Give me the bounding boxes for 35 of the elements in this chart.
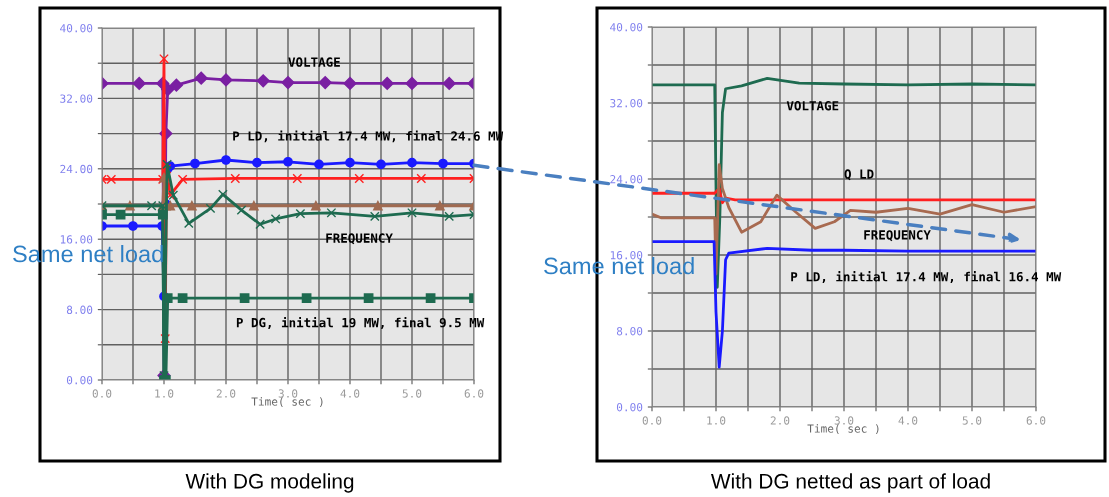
x-tick-label: 3.0 <box>278 389 298 398</box>
x-tick-label: 6.0 <box>1026 416 1046 425</box>
annotation: P LD, initial 17.4 MW, final 16.4 MW <box>791 271 1062 283</box>
annotation: P DG, initial 19 MW, final 9.5 MW <box>236 316 485 329</box>
x-tick-label: 4.0 <box>898 416 918 425</box>
y-tick-label: 0.00 <box>66 376 93 385</box>
y-tick-label: 8.00 <box>66 305 93 315</box>
x-axis-title: Time( sec ) <box>251 397 323 408</box>
x-tick-label: 6.0 <box>464 389 484 398</box>
x-tick-label: 0.0 <box>92 389 112 398</box>
x-tick-label: 4.0 <box>340 389 360 398</box>
y-tick-label: 24.00 <box>610 175 643 184</box>
text: With DG modeling <box>185 473 354 493</box>
x-tick-label: 0.0 <box>642 416 662 425</box>
y-tick-label: 16.00 <box>60 235 93 244</box>
x-tick-label: 1.0 <box>155 389 174 398</box>
y-tick-label: 16.00 <box>610 251 643 260</box>
y-tick-label: 32.00 <box>60 94 93 103</box>
annotation: Q LD <box>844 169 874 181</box>
y-tick-label: 40.00 <box>610 23 643 32</box>
x-tick-label: 2.0 <box>216 389 236 398</box>
y-tick-label: 24.00 <box>60 164 93 174</box>
y-tick-label: 8.00 <box>616 327 643 336</box>
x-tick-label: 2.0 <box>770 416 790 425</box>
y-tick-label: 40.00 <box>60 24 93 33</box>
x-tick-label: 3.0 <box>834 416 854 425</box>
annotation: VOLTAGE <box>786 100 839 111</box>
x-axis-title: Time( sec ) <box>807 424 879 435</box>
x-tick-label: 5.0 <box>962 416 982 425</box>
y-tick-label: 0.00 <box>616 403 643 412</box>
y-tick-label: 32.00 <box>610 99 643 108</box>
annotation: FREQUENCY <box>864 230 931 242</box>
x-tick-label: 1.0 <box>707 416 726 425</box>
text: With DG netted as part of load <box>710 473 990 493</box>
x-tick-label: 5.0 <box>402 389 422 398</box>
